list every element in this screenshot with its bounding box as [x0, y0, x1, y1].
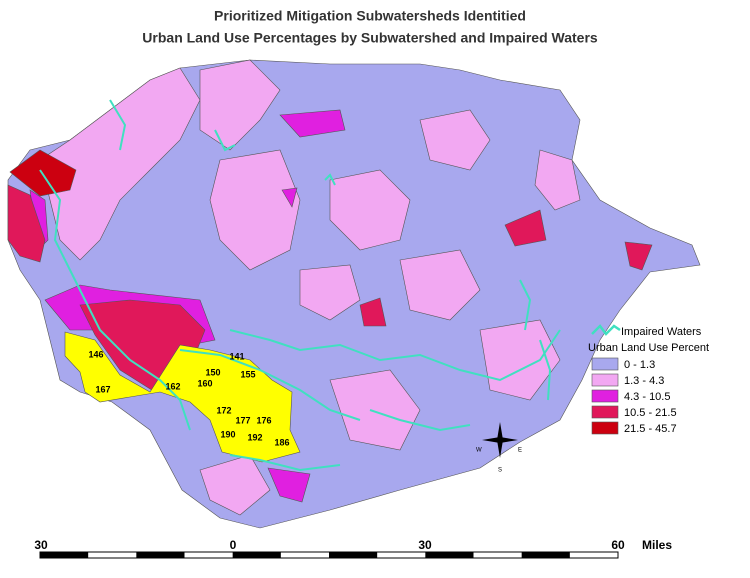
compass-letter: W — [476, 448, 482, 454]
subwatershed-patch — [329, 169, 411, 251]
scale-segment — [425, 552, 474, 558]
impaired-waters — [39, 99, 561, 472]
subwatershed-label: 172 — [216, 405, 231, 415]
subwatershed-label: 177 — [235, 415, 250, 425]
compass-letter: S — [498, 468, 502, 474]
subwatershed-label: 176 — [256, 415, 271, 425]
subwatershed-label: 141 — [229, 351, 244, 361]
subwatershed-patch — [624, 241, 653, 271]
subwatershed-label: 190 — [220, 429, 235, 439]
legend-river-symbol — [591, 324, 621, 336]
scale-label: 30 — [34, 538, 48, 552]
subwatershed-label: 192 — [247, 432, 262, 442]
scale-segment — [40, 552, 89, 558]
subwatershed-patch — [534, 149, 581, 211]
subwatershed-patch — [359, 297, 387, 327]
subwatershed-patch — [419, 109, 491, 171]
subwatershed-patch — [199, 59, 281, 151]
legend-swatch — [591, 373, 619, 387]
subwatershed-patch — [7, 184, 46, 263]
legend: Impaired Waters Urban Land Use Percent 0… — [588, 324, 709, 435]
subwatershed-patch — [504, 209, 547, 247]
priority-subwatersheds — [64, 331, 301, 463]
scale-label: 60 — [611, 538, 625, 552]
legend-title: Urban Land Use Percent — [588, 342, 709, 354]
subwatershed-label: 150 — [205, 367, 220, 377]
subwatershed-patch — [281, 187, 298, 208]
subwatershed-patch — [39, 67, 201, 261]
compass-letter: E — [518, 448, 522, 454]
subwatershed-patch — [399, 249, 481, 321]
legend-swatch — [591, 357, 619, 371]
scale-label: 0 — [230, 538, 237, 552]
subwatershed-label: 186 — [274, 437, 289, 447]
scale-unit: Miles — [642, 538, 672, 552]
subwatershed-label: 146 — [88, 349, 103, 359]
title-line: Urban Land Use Percentages by Subwatersh… — [142, 30, 598, 46]
scale-segment — [329, 552, 378, 558]
subwatershed-label: 162 — [165, 381, 180, 391]
legend-label: 10.5 - 21.5 — [624, 407, 677, 419]
subwatershed-patch — [299, 264, 361, 321]
scale-bar — [39, 551, 619, 559]
legend-label: 1.3 - 4.3 — [624, 375, 664, 387]
subwatershed-patch — [209, 149, 301, 271]
scale-segment — [136, 552, 185, 558]
title-line: Prioritized Mitigation Subwatersheds Ide… — [214, 8, 526, 24]
subwatershed-label: 160 — [197, 378, 212, 388]
legend-swatch — [591, 405, 619, 419]
subwatershed-label: 167 — [95, 384, 110, 394]
subwatershed-patch — [329, 369, 421, 451]
subwatershed-patch — [279, 109, 346, 138]
subwatershed-patch — [267, 467, 311, 503]
legend-swatch — [591, 389, 619, 403]
scale-label: 30 — [418, 538, 432, 552]
legend-label: 0 - 1.3 — [624, 359, 655, 371]
scale-segment — [521, 552, 570, 558]
scale-segment — [232, 552, 281, 558]
legend-label: 4.3 - 10.5 — [624, 391, 670, 403]
legend-swatch — [591, 421, 619, 435]
legend-label: Impaired Waters — [621, 326, 702, 338]
compass: W E S — [476, 422, 522, 474]
legend-label: 21.5 - 45.7 — [624, 423, 677, 435]
subwatershed-label: 155 — [240, 369, 255, 379]
